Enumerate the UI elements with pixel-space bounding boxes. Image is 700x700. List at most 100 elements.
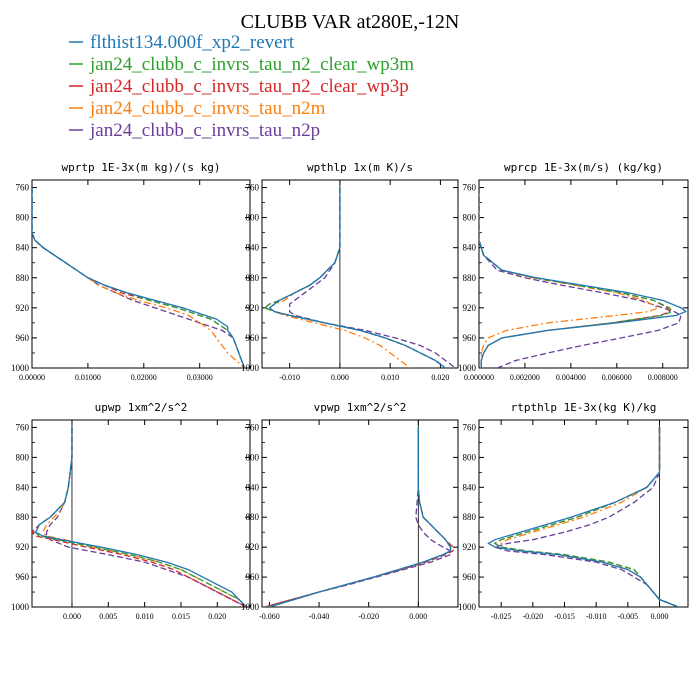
plot-frame [478, 419, 689, 608]
y-tick-label: 760 [246, 183, 260, 193]
y-tick-label: 800 [246, 213, 260, 223]
series-line-1 [34, 427, 247, 607]
series-line-2 [34, 427, 247, 607]
panel-1: wprtp 1E-3x(m kg)/(s kg) 760 800 840 880 920 9… [11, 161, 251, 382]
x-tick-label: 0.000000 [464, 373, 494, 382]
y-tick-label: 880 [16, 273, 30, 283]
y-tick-label: 880 [463, 512, 477, 522]
legend-entry: jan24_clubb_c_invrs_tau_n2_clear_wp3p [69, 76, 409, 97]
legend-entry: jan24_clubb_c_invrs_tau_n2_clear_wp3m [69, 54, 414, 75]
plot-frame [478, 179, 689, 369]
plot-frame [261, 419, 459, 608]
series-line-5 [32, 187, 246, 368]
y-tick-label: 1000 [241, 602, 260, 612]
y-tick-label: 920 [246, 303, 260, 313]
series-line-3 [264, 427, 454, 607]
x-tick-label: 0.005 [99, 612, 117, 621]
panel-2: wpthlp 1x(m K)/s 760 800 840 880 920 960 1000 -0… [241, 161, 459, 382]
x-tick-label: 0.020 [431, 373, 449, 382]
y-tick-label: 920 [463, 542, 477, 552]
y-tick-label: 880 [246, 512, 260, 522]
plot-frame [261, 179, 459, 369]
panel-title: wprcp 1E-3x(m/s) (kg/kg) [504, 161, 663, 174]
x-tick-label: -0.060 [259, 612, 280, 621]
y-tick-label: 960 [16, 572, 30, 582]
x-tick-label: 0.01000 [75, 373, 101, 382]
y-tick-label: 920 [246, 542, 260, 552]
series-line-1 [487, 427, 679, 607]
y-tick-label: 880 [463, 273, 477, 283]
x-tick-label: 0.010 [381, 373, 399, 382]
y-tick-label: 800 [246, 452, 260, 462]
y-tick-label: 920 [463, 303, 477, 313]
x-tick-label: 0.000 [409, 612, 427, 621]
y-tick-label: 760 [16, 422, 30, 432]
y-tick-label: 840 [16, 482, 30, 492]
x-tick-label: 0.00000 [19, 373, 45, 382]
y-tick-label: 920 [16, 303, 30, 313]
series-line-4 [500, 427, 679, 607]
panel-5: vpwp 1xm^2/s^27608008408809209601000-0.0… [241, 401, 459, 621]
y-tick-label: 960 [463, 572, 477, 582]
legend-entry: flthist134.000f_xp2_revert [69, 32, 295, 53]
series-line-3 [32, 427, 247, 607]
y-tick-label: 960 [246, 572, 260, 582]
series-line-4 [42, 427, 247, 607]
y-tick-label: 1000 [241, 363, 260, 373]
series-line-4 [32, 187, 245, 368]
x-tick-label: -0.010 [586, 612, 607, 621]
panel-3: wprcp 1E-3x(m/s) (kg/kg) 760 800 840 880 920 9… [458, 161, 689, 382]
figure-title: CLUBB VAR at280E,-12N [241, 11, 460, 33]
y-tick-label: 760 [16, 183, 30, 193]
series-line-2 [263, 187, 446, 368]
x-tick-label: 0.010 [136, 612, 154, 621]
series-line-3 [479, 187, 671, 368]
x-tick-label: -0.020 [358, 612, 379, 621]
panel-title: wprtp 1E-3x(m kg)/(s kg) [62, 161, 221, 174]
y-tick-label: 840 [246, 243, 260, 253]
legend-entry: jan24_clubb_c_invrs_tau_n2p [69, 120, 320, 141]
y-tick-label: 840 [16, 243, 30, 253]
chart-panels: wprtp 1E-3x(m kg)/(s kg) 760 800 840 880 920 9… [11, 161, 689, 621]
x-tick-label: -0.025 [491, 612, 512, 621]
series-line-2 [479, 187, 673, 368]
y-tick-label: 1000 [11, 602, 30, 612]
x-tick-label: 0.004000 [556, 373, 586, 382]
series-line-5 [479, 187, 682, 368]
plot-frame [31, 179, 251, 369]
y-tick-label: 1000 [458, 602, 477, 612]
series-line-5 [492, 427, 679, 607]
y-tick-label: 760 [463, 183, 477, 193]
panel-title: wpthlp 1x(m K)/s [307, 161, 413, 174]
series-line-3 [493, 427, 679, 607]
series-line-1 [268, 187, 446, 368]
panel-title: rtpthlp 1E-3x(kg K)/kg [511, 401, 657, 414]
panel-title: upwp 1xm^2/s^2 [95, 401, 188, 414]
legend-label: jan24_clubb_c_invrs_tau_n2m [89, 98, 326, 119]
legend-label: jan24_clubb_c_invrs_tau_n2_clear_wp3m [89, 54, 414, 75]
series-line-5 [45, 427, 247, 607]
legend-entry: jan24_clubb_c_invrs_tau_n2m [69, 98, 326, 119]
y-tick-label: 800 [16, 452, 30, 462]
y-tick-label: 800 [16, 213, 30, 223]
y-tick-label: 920 [16, 542, 30, 552]
legend-label: jan24_clubb_c_invrs_tau_n2_clear_wp3p [89, 76, 409, 97]
series-line-1 [479, 187, 687, 368]
x-tick-label: 0.03000 [187, 373, 213, 382]
panel-6: rtpthlp 1E-3x(kg K)/kg 760 800 840 880 920 960… [458, 401, 689, 621]
panel-4: upwp 1xm^2/s^2 760 800 840 880 920 960 1000 0.00… [11, 401, 251, 621]
y-tick-label: 960 [463, 333, 477, 343]
x-tick-label: -0.010 [279, 373, 300, 382]
y-tick-label: 880 [16, 512, 30, 522]
y-tick-label: 760 [463, 422, 477, 432]
legend-label: flthist134.000f_xp2_revert [90, 32, 295, 53]
x-tick-label: 0.000 [63, 612, 81, 621]
y-tick-label: 840 [246, 482, 260, 492]
x-tick-label: 0.015 [172, 612, 190, 621]
series-line-3 [32, 187, 246, 368]
x-tick-label: 0.006000 [602, 373, 632, 382]
x-tick-label: -0.020 [522, 612, 543, 621]
y-tick-label: 840 [463, 243, 477, 253]
series-line-1 [32, 187, 246, 368]
